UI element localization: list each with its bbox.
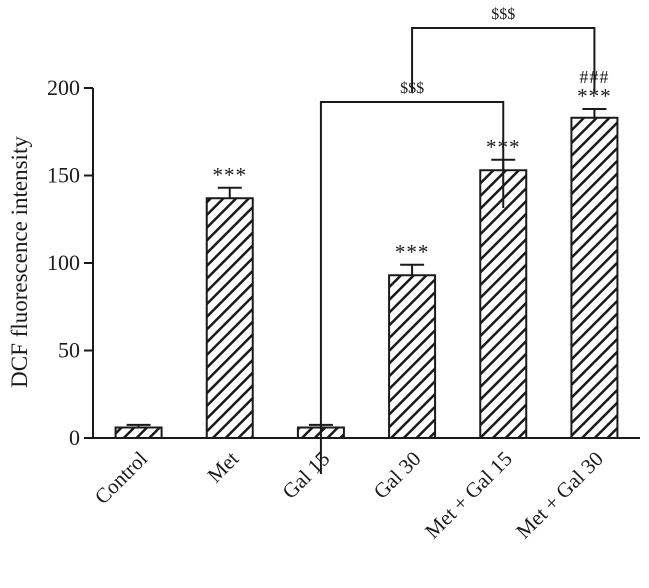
y-tick-label: 50 <box>58 338 80 363</box>
comparison-bracket <box>411 27 596 92</box>
significance-label: *** <box>213 163 248 187</box>
x-tick-label: Met <box>202 446 243 487</box>
bar-met-gal-30 <box>570 116 619 439</box>
y-tick-label: 0 <box>69 425 80 450</box>
bar-met-gal-15 <box>479 169 528 439</box>
y-axis-title: DCF fluorescence intensity <box>7 136 32 388</box>
x-tick-label: Met + Gal 15 <box>420 447 517 544</box>
y-tick-label: 200 <box>47 75 80 100</box>
x-tick-label: Met + Gal 30 <box>511 447 608 544</box>
bar-control <box>114 426 163 439</box>
axes: 0 50 100 150 200 <box>47 75 640 450</box>
y-tick-label: 150 <box>47 163 80 188</box>
bar-met <box>205 197 254 439</box>
x-tick-label: Gal 30 <box>369 447 426 504</box>
comparison-label: $$$ <box>491 6 515 23</box>
annotations: ************###$$$$$$ <box>213 6 611 474</box>
y-tick-label: 100 <box>47 250 80 275</box>
x-tick-label: Control <box>90 446 152 508</box>
bar-gal-30 <box>388 274 437 439</box>
x-tick-label: Gal 15 <box>277 447 334 504</box>
significance-label: *** <box>395 240 430 264</box>
comparison-bracket <box>319 101 505 474</box>
